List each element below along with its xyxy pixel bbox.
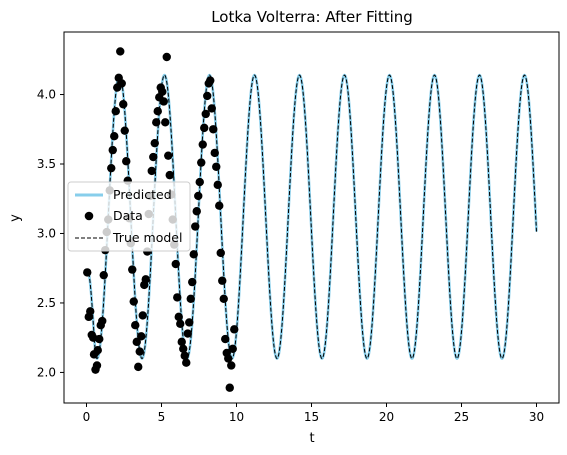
data-point-92	[219, 294, 228, 303]
data-point-97	[227, 361, 236, 370]
data-point-26	[120, 126, 129, 135]
data-point-27	[122, 157, 131, 166]
data-point-51	[158, 87, 167, 96]
x-tick-label-6: 30	[529, 410, 544, 424]
data-point-93	[221, 334, 230, 344]
data-point-25	[119, 100, 128, 109]
y-tick-label-0: 2.0	[37, 365, 56, 379]
data-point-52	[159, 97, 168, 106]
data-point-89	[215, 201, 224, 210]
data-point-55	[164, 151, 173, 160]
chart-title: Lotka Volterra: After Fitting	[211, 8, 413, 26]
data-point-78	[198, 140, 207, 149]
data-point-33	[131, 320, 140, 330]
axes-layer: 0 5 10 15 20 25 30 2.0 2.5 3.0 3.5 4.0	[37, 31, 560, 424]
data-point-61	[173, 293, 182, 302]
data-point-32	[129, 297, 138, 306]
data-point-63	[176, 319, 185, 328]
data-point-65	[179, 344, 188, 354]
data-point-7	[92, 361, 102, 370]
data-point-87	[212, 162, 221, 171]
data-point-81	[203, 91, 212, 101]
data-point-53	[161, 118, 170, 127]
data-point-0	[83, 268, 92, 277]
data-point-75	[194, 191, 203, 201]
x-tick-label-0: 0	[83, 410, 91, 424]
x-tick-label-3: 15	[304, 410, 319, 424]
data-point-44	[147, 166, 156, 176]
x-tick-label-2: 10	[229, 410, 244, 424]
data-point-34	[132, 337, 141, 347]
series-line-true-model	[86, 74, 537, 360]
legend-label-predicted: Predicted	[113, 187, 172, 202]
legend-box	[67, 181, 191, 252]
data-point-88	[213, 180, 222, 190]
y-tick-label-4: 4.0	[37, 88, 56, 102]
data-point-46	[150, 138, 159, 148]
data-point-18	[108, 145, 117, 155]
data-point-45	[149, 152, 158, 162]
data-point-79	[200, 123, 209, 133]
data-point-38	[138, 311, 147, 320]
data-point-70	[186, 294, 195, 303]
y-tick-label-2: 3.0	[37, 226, 56, 240]
legend-label-true-model: True model	[112, 230, 182, 245]
data-point-11	[98, 316, 107, 326]
data-point-74	[192, 207, 201, 216]
y-tick-label-1: 2.5	[37, 296, 56, 310]
data-point-37	[137, 332, 146, 341]
legend-swatch-data	[84, 211, 94, 221]
data-point-54	[162, 52, 171, 62]
data-point-12	[99, 270, 108, 280]
data-point-9	[95, 334, 104, 344]
x-tick-label-5: 25	[454, 410, 469, 424]
data-point-35	[134, 362, 143, 372]
data-point-56	[165, 170, 174, 180]
x-tick-label-1: 5	[158, 410, 166, 424]
data-point-68	[183, 329, 192, 338]
data-point-19	[110, 132, 119, 141]
data-point-91	[218, 276, 227, 285]
data-point-47	[152, 118, 161, 127]
data-point-20	[111, 107, 120, 116]
data-point-96	[225, 383, 234, 392]
data-point-67	[182, 358, 191, 367]
data-point-40	[141, 275, 150, 284]
y-axis-label: y	[8, 214, 23, 222]
data-point-71	[188, 277, 197, 287]
legend-label-data: Data	[113, 208, 143, 223]
data-point-2	[86, 307, 95, 316]
x-tick-label-4: 20	[379, 410, 394, 424]
data-point-64	[177, 337, 186, 347]
data-point-23	[116, 47, 125, 56]
legend: Predicted Data True model	[67, 181, 191, 252]
data-point-90	[216, 248, 225, 258]
data-point-86	[210, 148, 219, 158]
data-point-69	[185, 318, 194, 327]
x-axis-label: t	[309, 431, 314, 446]
data-point-31	[128, 265, 137, 274]
y-tick-label-3: 3.5	[37, 157, 56, 171]
data-point-48	[153, 107, 162, 116]
data-point-85	[209, 125, 218, 134]
